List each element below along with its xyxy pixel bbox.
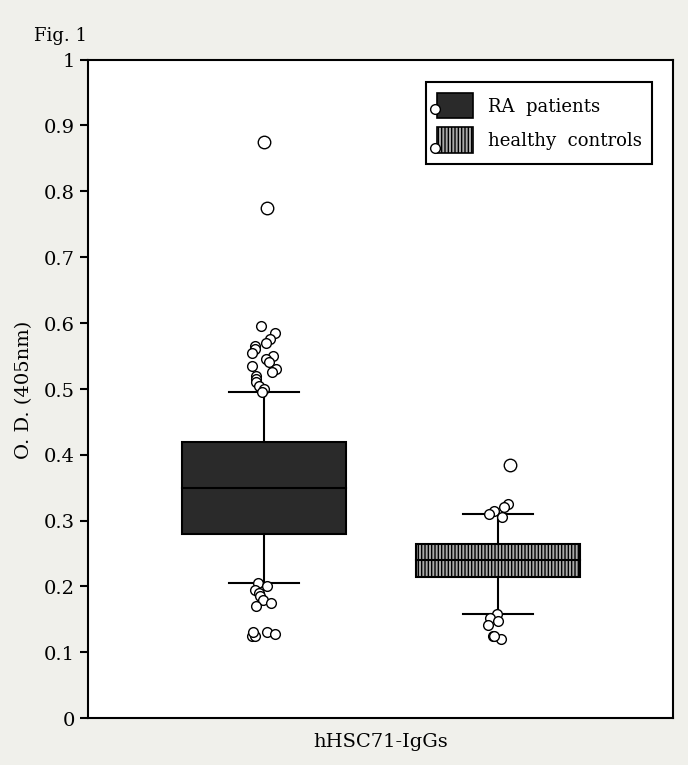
X-axis label: hHSC71-IgGs: hHSC71-IgGs <box>313 732 448 750</box>
Y-axis label: O. D. (405nm): O. D. (405nm) <box>15 320 33 458</box>
Bar <box>416 544 579 577</box>
Legend: RA  patients, healthy  controls: RA patients, healthy controls <box>427 83 652 164</box>
Text: Fig. 1: Fig. 1 <box>34 27 87 45</box>
Bar <box>182 442 345 534</box>
